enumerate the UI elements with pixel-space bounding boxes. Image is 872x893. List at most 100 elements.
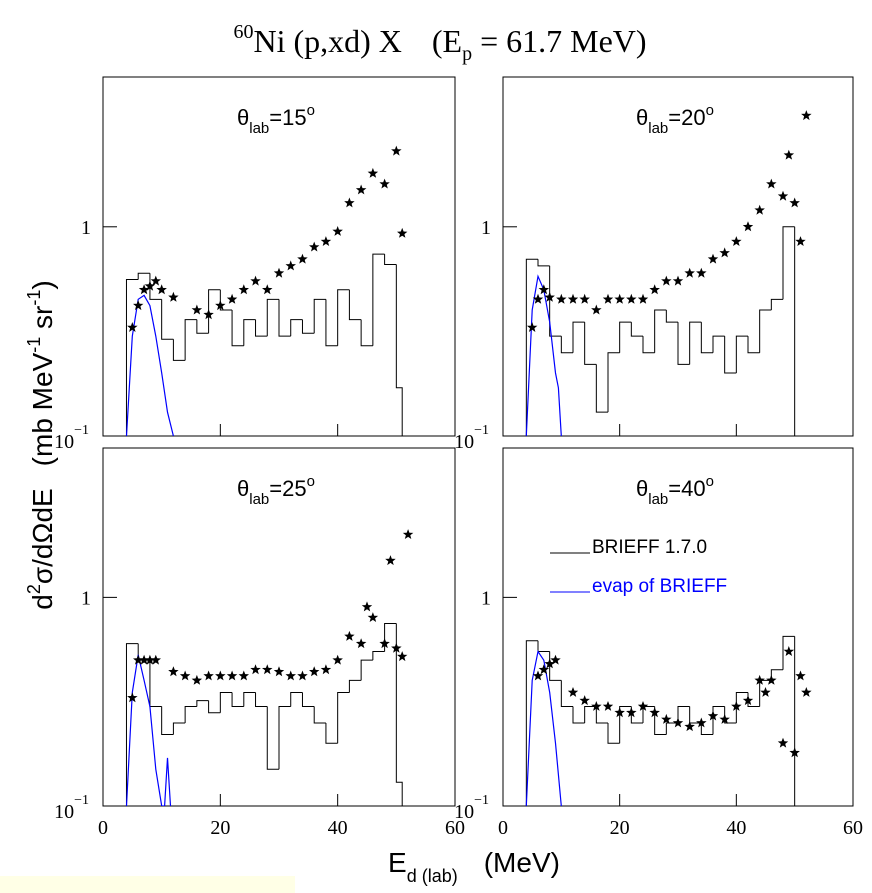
title-part: p xyxy=(462,43,472,65)
label-part: o xyxy=(307,102,315,119)
data-point xyxy=(285,260,296,271)
data-point xyxy=(361,601,373,612)
data-point xyxy=(795,670,806,681)
histogram-bin xyxy=(348,679,362,693)
y-tick-label: 1 xyxy=(81,217,91,239)
data-point xyxy=(127,692,138,703)
data-point xyxy=(391,145,402,156)
histogram-bin xyxy=(537,640,550,653)
histogram-bin xyxy=(712,705,725,735)
tick-base: 10 xyxy=(54,801,74,823)
data-point xyxy=(801,687,812,697)
data-point xyxy=(133,300,144,311)
histogram-bin xyxy=(782,635,795,670)
label-part: -1 xyxy=(24,290,44,306)
histogram-bin xyxy=(712,335,725,353)
histogram-bin xyxy=(266,706,279,770)
data-point xyxy=(355,184,367,195)
histogram-bin xyxy=(219,289,233,311)
legend-label: BRIEFF 1.7.0 xyxy=(592,537,707,558)
data-point xyxy=(379,178,390,189)
data-point xyxy=(526,322,538,332)
y-tick-label: 10−1 xyxy=(54,423,89,453)
histogram-bin xyxy=(125,643,139,806)
data-point xyxy=(684,721,695,732)
histogram-bin xyxy=(313,298,326,334)
data-point xyxy=(344,630,355,641)
data-point xyxy=(614,293,625,304)
data-point xyxy=(215,670,226,681)
data-point xyxy=(168,666,179,677)
data-point xyxy=(320,236,332,246)
y-tick-label: 1 xyxy=(81,587,91,609)
panel-label: θlab=15o xyxy=(237,102,315,137)
histogram-bin xyxy=(689,321,702,365)
histogram-bin xyxy=(231,310,244,347)
histogram-bin xyxy=(384,254,397,266)
histogram-bin xyxy=(572,706,585,724)
label-part: d xyxy=(27,594,58,610)
data-point xyxy=(226,293,238,304)
data-point xyxy=(544,658,555,669)
histogram-bin xyxy=(654,706,667,736)
data-point xyxy=(766,674,777,685)
label-part: θ xyxy=(636,105,648,130)
evap-line xyxy=(525,649,562,806)
label-part: lab xyxy=(648,491,668,508)
title-part: Ni (p,xd) X xyxy=(253,23,401,59)
histogram-bin xyxy=(290,691,303,707)
label-part: =25 xyxy=(269,476,306,501)
histogram-bin xyxy=(747,336,760,354)
histogram-bin xyxy=(619,321,632,353)
data-point xyxy=(567,687,579,697)
data-point xyxy=(719,713,730,724)
y-tick-label: 10−1 xyxy=(54,793,89,823)
data-point xyxy=(742,695,754,706)
panel: 10−1 1 θlab=20o xyxy=(454,76,854,453)
data-point xyxy=(250,664,261,675)
label-part: o xyxy=(706,102,714,119)
histogram-bin xyxy=(125,278,139,436)
data-point xyxy=(402,529,414,539)
histogram-bin xyxy=(584,322,597,365)
data-point xyxy=(332,654,343,665)
data-point xyxy=(661,713,672,724)
data-point xyxy=(273,666,285,677)
histogram-bin xyxy=(619,705,632,744)
histogram-bin xyxy=(525,640,538,806)
histogram-bin xyxy=(172,722,186,735)
background-strip xyxy=(0,876,295,893)
histogram-bin xyxy=(208,289,221,334)
histogram-bin xyxy=(255,319,268,337)
data-point xyxy=(579,293,590,304)
data-point xyxy=(144,654,156,665)
histogram-bin xyxy=(348,289,362,321)
histogram-bin xyxy=(372,253,385,346)
y-tick-label: 10−1 xyxy=(454,793,489,823)
data-point xyxy=(719,247,730,258)
data-point xyxy=(731,701,742,711)
label-part: θ xyxy=(237,105,249,130)
data-point xyxy=(707,710,719,721)
data-point xyxy=(385,555,396,566)
data-point xyxy=(309,241,320,252)
histogram-bin xyxy=(184,319,197,361)
data-point xyxy=(203,670,214,681)
data-point xyxy=(297,670,308,681)
label-part: =15 xyxy=(269,105,306,130)
data-point xyxy=(626,707,637,718)
histogram-bin xyxy=(313,706,326,724)
histogram-bin xyxy=(724,706,737,724)
data-point xyxy=(262,284,273,295)
histogram-bin xyxy=(724,336,737,374)
plot-frame xyxy=(502,76,854,437)
data-point xyxy=(742,221,754,232)
histogram-bin xyxy=(665,722,678,735)
label-part: sr xyxy=(27,306,58,337)
histogram-bin xyxy=(301,319,315,334)
data-point xyxy=(801,110,812,121)
data-point xyxy=(550,654,561,665)
data-point xyxy=(591,304,602,315)
